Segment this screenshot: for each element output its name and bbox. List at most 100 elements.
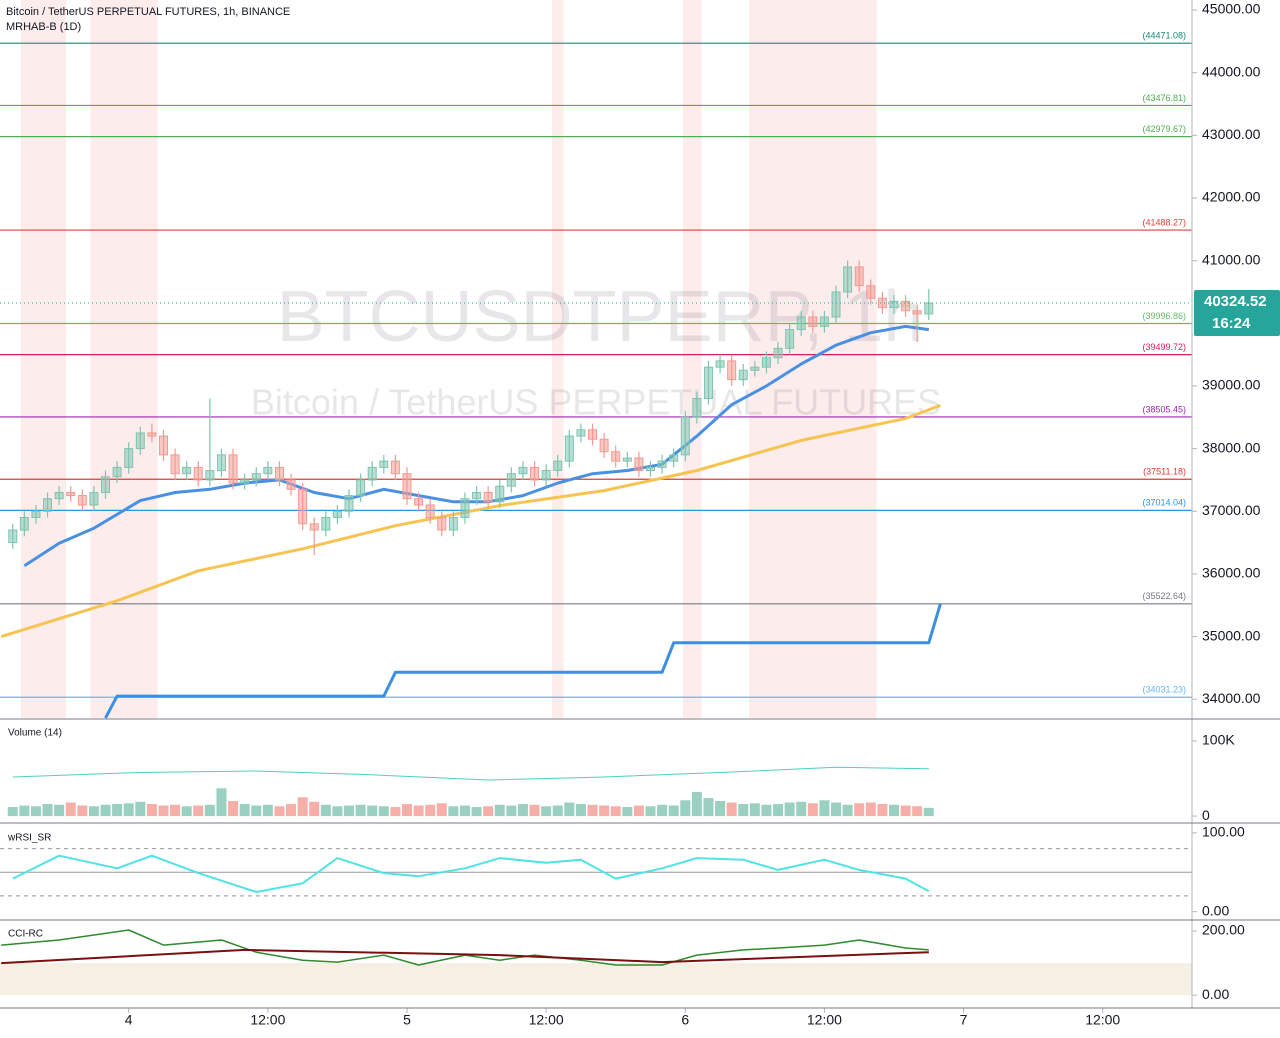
level-label: (42979.67) xyxy=(1142,124,1186,134)
volume-bar xyxy=(344,805,355,817)
x-tick-label: 6 xyxy=(681,1012,689,1028)
pane-label: wRSI_SR xyxy=(7,833,51,844)
candle-body xyxy=(831,291,841,318)
volume-bar xyxy=(262,804,273,817)
volume-bar xyxy=(691,792,702,817)
candle-body xyxy=(309,523,319,531)
volume-bar xyxy=(88,806,99,817)
y-tick-label: 0.00 xyxy=(1202,902,1229,918)
volume-bar xyxy=(587,804,598,817)
candle-body xyxy=(645,466,655,472)
volume-bar xyxy=(30,806,41,817)
candle-body xyxy=(298,488,308,525)
candle-body xyxy=(112,466,122,478)
volume-bar xyxy=(483,806,494,817)
volume-bar xyxy=(854,803,865,817)
y-tick-label: 41000.00 xyxy=(1202,251,1261,267)
y-tick-label: 38000.00 xyxy=(1202,439,1261,455)
volume-bar xyxy=(228,801,239,817)
candle-body xyxy=(692,397,702,418)
price-tag-label: 40324.52 xyxy=(1204,293,1267,310)
candle-body xyxy=(854,266,864,287)
x-tick-label: 12:00 xyxy=(250,1012,285,1028)
volume-bar xyxy=(599,805,610,817)
volume-bar xyxy=(541,806,552,817)
volume-bar xyxy=(170,804,181,817)
level-label: (44471.08) xyxy=(1142,31,1186,41)
candle-body xyxy=(518,466,528,475)
candle-body xyxy=(425,504,435,519)
candle-body xyxy=(54,491,64,500)
volume-bar xyxy=(459,805,470,817)
candle-body xyxy=(843,266,853,293)
candle-body xyxy=(379,460,389,468)
candle-body xyxy=(472,491,482,500)
line-series xyxy=(1,948,929,965)
volume-bar xyxy=(738,804,749,817)
candle-body xyxy=(321,517,331,531)
volume-bar xyxy=(726,802,737,817)
candle-body xyxy=(89,491,99,506)
volume-bar xyxy=(912,806,923,817)
session-highlight xyxy=(20,0,67,718)
candle-body xyxy=(356,479,366,497)
volume-bar xyxy=(54,804,65,817)
candle-body xyxy=(147,432,157,437)
y-tick-label: 37000.00 xyxy=(1202,502,1261,518)
volume-bar xyxy=(819,800,830,817)
chart-title: Bitcoin / TetherUS PERPETUAL FUTURES, 1h… xyxy=(6,6,290,18)
candle-body xyxy=(193,466,203,481)
band xyxy=(0,963,1192,996)
y-tick-label: 44000.00 xyxy=(1202,63,1261,79)
candle-body xyxy=(761,357,771,368)
volume-bar xyxy=(77,805,88,817)
volume-bar xyxy=(494,804,505,817)
volume-bar xyxy=(657,804,668,817)
candle-body xyxy=(912,310,922,315)
volume-bar xyxy=(645,806,656,817)
level-label: (37511.18) xyxy=(1143,467,1186,477)
candle-body xyxy=(553,460,563,472)
y-tick-label: 45000.00 xyxy=(1202,1,1261,17)
volume-bar xyxy=(448,806,459,817)
watermark-subtitle: Bitcoin / TetherUS PERPETUAL FUTURES xyxy=(251,382,941,423)
y-tick-label: 36000.00 xyxy=(1202,565,1261,581)
volume-bar xyxy=(19,805,30,817)
volume-bar xyxy=(680,800,691,817)
back-layer xyxy=(0,0,1192,996)
level-label: (43476.81) xyxy=(1142,93,1186,103)
candle-body xyxy=(796,316,806,331)
level-label: (37014.04) xyxy=(1142,498,1186,508)
candle-body xyxy=(31,510,41,519)
volume-bar xyxy=(575,804,586,817)
y-tick-label: 0.00 xyxy=(1202,986,1229,1002)
volume-bar xyxy=(517,804,528,817)
candle-body xyxy=(77,495,87,506)
volume-bar xyxy=(251,805,262,817)
x-tick-label: 12:00 xyxy=(529,1012,564,1028)
line-series xyxy=(12,766,929,781)
volume-bar xyxy=(436,803,447,817)
candle-body xyxy=(19,517,29,531)
volume-bar xyxy=(274,806,285,817)
volume-bar xyxy=(112,804,123,817)
candle-body xyxy=(588,429,598,440)
level-label: (35522.64) xyxy=(1142,591,1186,601)
volume-bar xyxy=(425,804,436,817)
indicator-label: MRHAB-B (1D) xyxy=(6,21,81,33)
countdown: 16:24 xyxy=(1212,315,1251,332)
session-highlight xyxy=(90,0,158,718)
candle-body xyxy=(541,470,551,481)
level-label: (34031.23) xyxy=(1142,685,1186,695)
x-tick-label: 5 xyxy=(403,1012,411,1028)
candle-body xyxy=(530,466,540,481)
candle-body xyxy=(448,517,458,531)
candle-body xyxy=(877,297,887,309)
candle-body xyxy=(506,473,516,487)
candle-body xyxy=(170,454,180,475)
candle-body xyxy=(901,300,911,312)
y-tick-label: 100K xyxy=(1202,732,1235,748)
candle-body xyxy=(750,366,760,371)
volume-bar xyxy=(807,803,818,817)
